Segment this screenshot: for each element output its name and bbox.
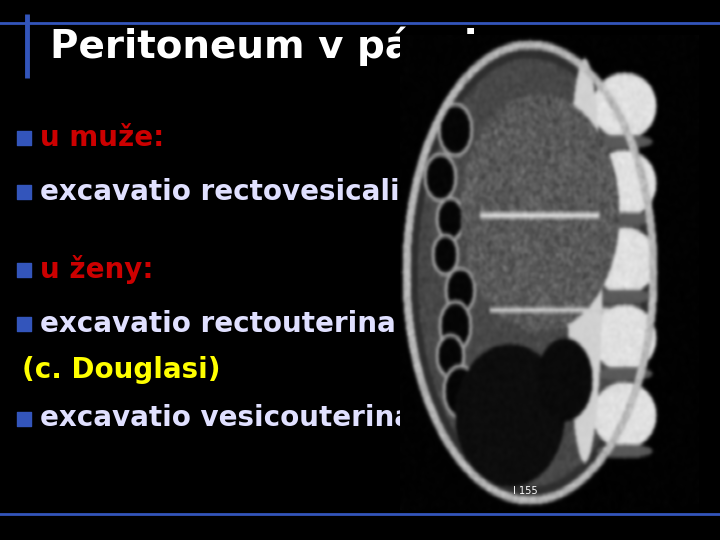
Text: excavatio rectouterina: excavatio rectouterina xyxy=(40,310,395,338)
Point xyxy=(18,133,30,142)
Point xyxy=(18,414,30,423)
Text: (c. Douglasi): (c. Douglasi) xyxy=(22,356,220,384)
Text: excavatio rectovesicalis: excavatio rectovesicalis xyxy=(40,178,415,206)
Text: Peritoneum v pánvi: Peritoneum v pánvi xyxy=(50,26,477,66)
Point xyxy=(18,187,30,196)
Text: u muže:: u muže: xyxy=(40,124,164,152)
Text: I 155: I 155 xyxy=(513,486,537,496)
Point xyxy=(18,320,30,328)
Text: u ženy:: u ženy: xyxy=(40,255,153,285)
Text: excavatio vesicouterina: excavatio vesicouterina xyxy=(40,404,413,433)
Point xyxy=(18,266,30,274)
